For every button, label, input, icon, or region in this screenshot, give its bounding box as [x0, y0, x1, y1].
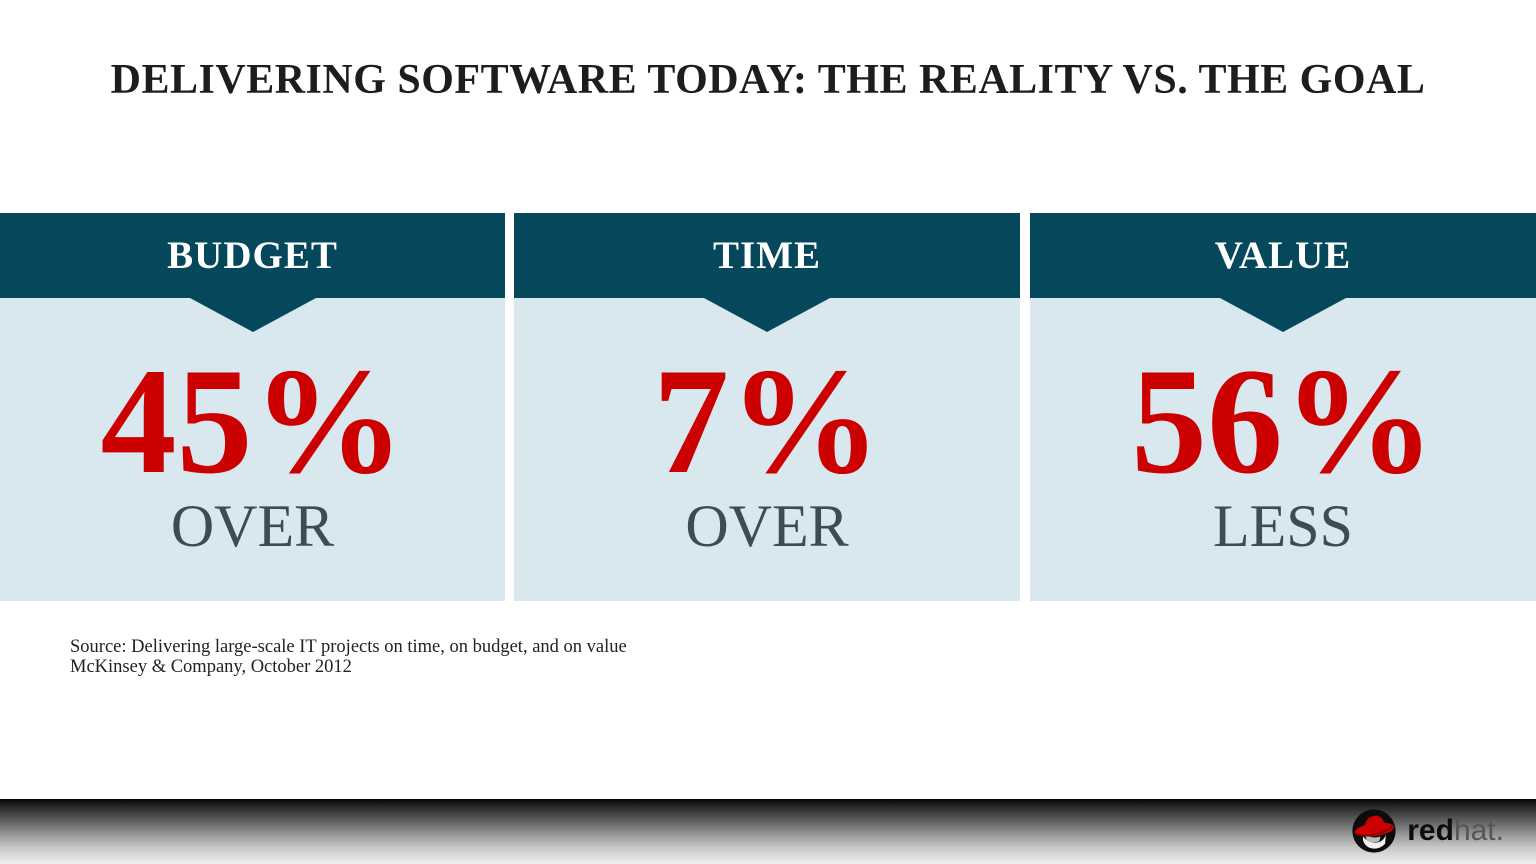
arrow-down-icon: [704, 298, 830, 332]
brand-period-text: .: [1495, 814, 1504, 847]
source-line-1: Source: Delivering large-scale IT projec…: [70, 637, 627, 657]
panel-value-body: 56% LESS: [1030, 298, 1536, 601]
value-stat-qualifier: LESS: [1212, 493, 1354, 560]
brand-hat-text: hat: [1453, 814, 1496, 847]
redhat-wordmark: redhat.: [1407, 816, 1504, 846]
footer-bar: [0, 799, 1536, 864]
panel-budget-header: BUDGET: [0, 213, 505, 332]
redhat-brand: redhat.: [1351, 803, 1504, 859]
slide-title: DELIVERING SOFTWARE TODAY: THE REALITY V…: [110, 57, 1426, 103]
panel-time-label: TIME: [712, 234, 821, 277]
panel-time: TIME 7% OVER: [514, 213, 1020, 601]
time-stat-qualifier: OVER: [685, 493, 849, 560]
source-line-2: McKinsey & Company, October 2012: [70, 656, 352, 677]
budget-stat-qualifier: OVER: [170, 493, 335, 560]
panel-budget-body: 45% OVER: [0, 298, 505, 601]
panel-value: VALUE 56% LESS: [1030, 213, 1536, 601]
redhat-shadowman-logo-icon: [1352, 809, 1396, 853]
panel-value-label: VALUE: [1214, 234, 1352, 277]
arrow-down-icon: [1220, 298, 1346, 332]
budget-stat-value: 45%: [100, 336, 405, 505]
panel-time-body: 7% OVER: [514, 298, 1020, 601]
panel-value-header: VALUE: [1030, 213, 1536, 332]
panel-budget: BUDGET 45% OVER: [0, 213, 505, 601]
arrow-down-icon: [189, 298, 316, 332]
panel-budget-label: BUDGET: [167, 234, 338, 277]
time-stat-value: 7%: [653, 336, 881, 505]
source-citation: Source: Delivering large-scale IT projec…: [70, 637, 627, 677]
panel-time-header: TIME: [514, 213, 1020, 332]
brand-red-text: red: [1407, 814, 1454, 847]
value-stat-value: 56%: [1131, 336, 1435, 505]
